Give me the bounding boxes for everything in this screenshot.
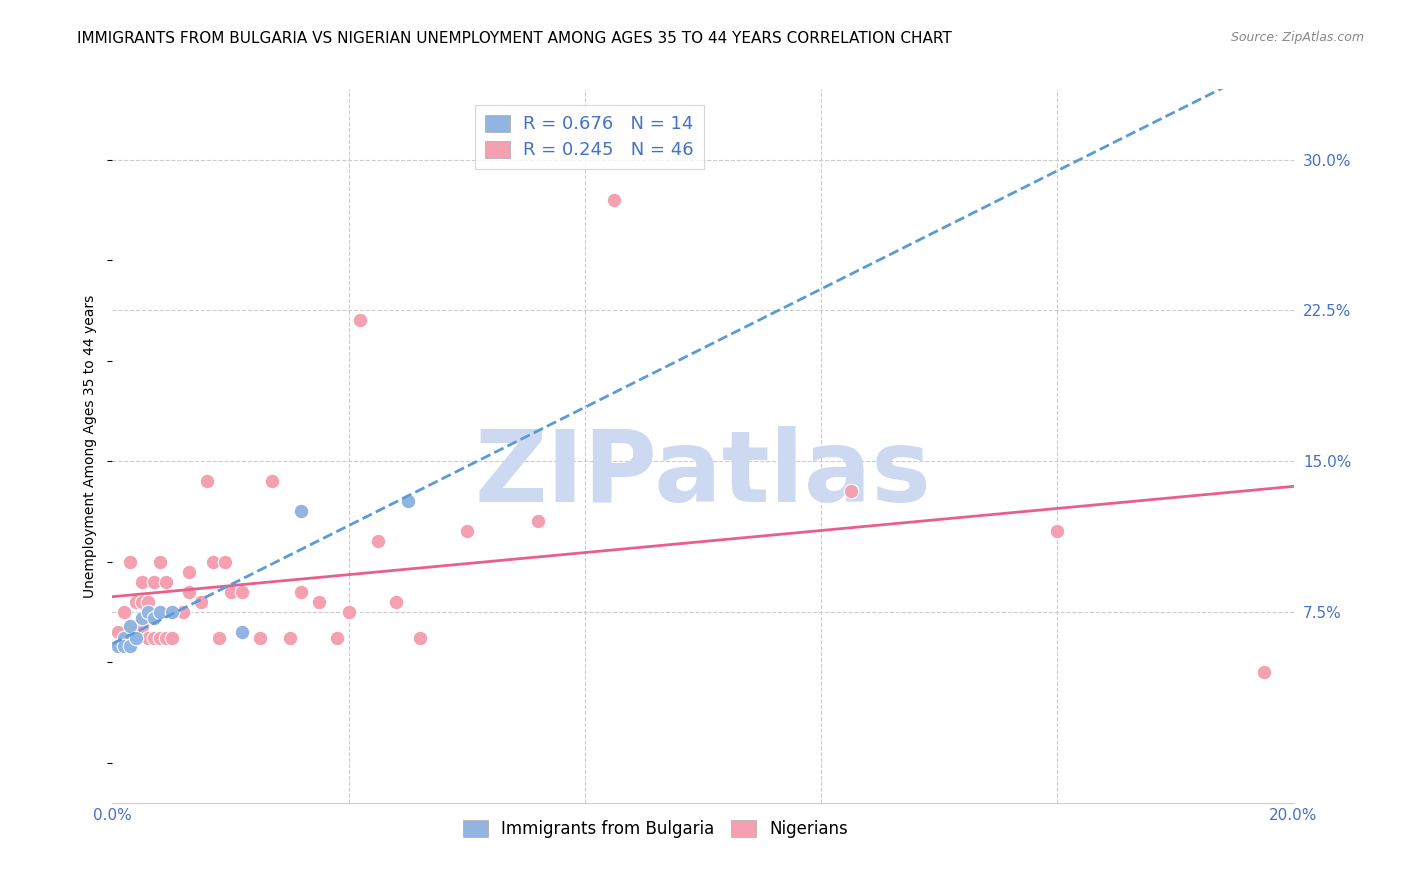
Point: [136, 595, 159, 609]
Point: [120, 555, 142, 569]
Point: [349, 313, 371, 327]
Point: [120, 631, 142, 645]
Point: [385, 595, 408, 609]
Point: [131, 595, 153, 609]
Point: [367, 534, 389, 549]
Point: [326, 631, 349, 645]
Point: [337, 605, 360, 619]
Point: [125, 631, 148, 645]
Point: [208, 631, 231, 645]
Point: [219, 584, 242, 599]
Point: [201, 555, 224, 569]
Point: [112, 631, 135, 645]
Point: [107, 624, 129, 639]
Point: [155, 574, 177, 589]
Point: [120, 639, 142, 653]
Point: [190, 595, 212, 609]
Text: Source: ZipAtlas.com: Source: ZipAtlas.com: [1230, 31, 1364, 45]
Point: [160, 605, 183, 619]
Y-axis label: Unemployment Among Ages 35 to 44 years: Unemployment Among Ages 35 to 44 years: [83, 294, 97, 598]
Point: [155, 631, 177, 645]
Point: [456, 524, 478, 539]
Point: [136, 631, 159, 645]
Point: [142, 631, 165, 645]
Point: [179, 565, 201, 579]
Point: [260, 474, 283, 488]
Point: [396, 494, 419, 508]
Text: ZIPatlas: ZIPatlas: [475, 426, 931, 523]
Point: [142, 574, 165, 589]
Point: [290, 504, 312, 518]
Point: [1253, 665, 1275, 680]
Point: [1046, 524, 1069, 539]
Point: [249, 631, 271, 645]
Point: [131, 619, 153, 633]
Point: [290, 584, 312, 599]
Point: [172, 605, 194, 619]
Point: [160, 631, 183, 645]
Point: [278, 631, 301, 645]
Point: [107, 639, 129, 653]
Point: [136, 605, 159, 619]
Point: [149, 555, 172, 569]
Point: [231, 624, 253, 639]
Point: [526, 515, 548, 529]
Point: [195, 474, 218, 488]
Text: IMMIGRANTS FROM BULGARIA VS NIGERIAN UNEMPLOYMENT AMONG AGES 35 TO 44 YEARS CORR: IMMIGRANTS FROM BULGARIA VS NIGERIAN UNE…: [77, 31, 952, 46]
Point: [125, 595, 148, 609]
Point: [149, 631, 172, 645]
Point: [142, 611, 165, 625]
Point: [131, 611, 153, 625]
Point: [179, 584, 201, 599]
Point: [214, 555, 236, 569]
Point: [408, 631, 430, 645]
Point: [112, 631, 135, 645]
Point: [112, 639, 135, 653]
Point: [839, 484, 862, 499]
Point: [149, 605, 172, 619]
Point: [308, 595, 330, 609]
Legend: Immigrants from Bulgaria, Nigerians: Immigrants from Bulgaria, Nigerians: [457, 813, 855, 845]
Point: [112, 605, 135, 619]
Point: [131, 574, 153, 589]
Point: [120, 619, 142, 633]
Point: [231, 584, 253, 599]
Point: [603, 193, 626, 207]
Point: [125, 619, 148, 633]
